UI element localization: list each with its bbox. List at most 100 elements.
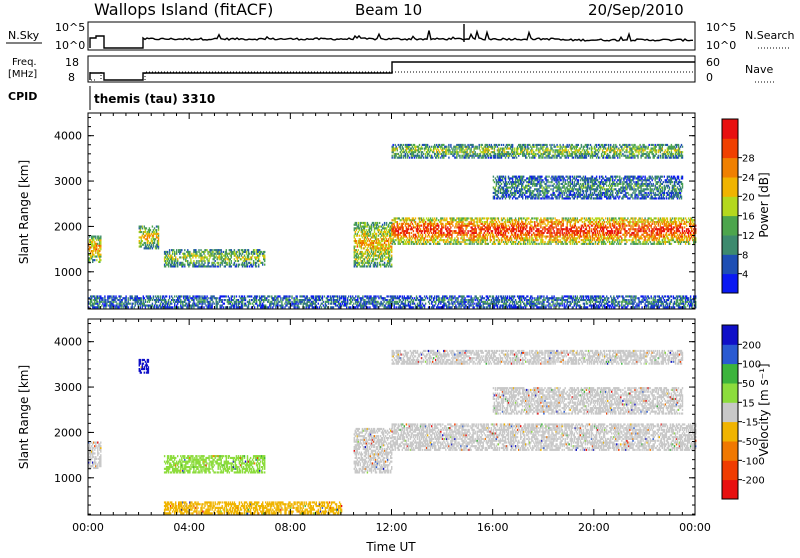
heatmap-cell — [148, 240, 149, 242]
heatmap-cell — [537, 239, 538, 241]
heatmap-cell — [563, 144, 564, 146]
heatmap-cell — [244, 262, 245, 264]
heatmap-cell — [511, 232, 512, 234]
heatmap-cell — [588, 144, 589, 146]
heatmap-cell — [613, 234, 614, 236]
heatmap-cell — [519, 225, 520, 227]
heatmap-cell — [531, 225, 532, 227]
heatmap-cell — [606, 239, 607, 241]
heatmap-cell — [546, 157, 547, 159]
heatmap-cell — [229, 262, 230, 264]
heatmap-cell — [258, 265, 259, 267]
heatmap-cell — [635, 241, 636, 243]
heatmap-cell — [441, 230, 442, 232]
heatmap-cell — [404, 232, 405, 234]
heatmap-cell — [645, 230, 646, 232]
heatmap-cell — [259, 260, 260, 262]
heatmap-cell — [357, 253, 358, 255]
heatmap-cell — [549, 226, 550, 228]
heatmap-cell — [376, 249, 377, 251]
heatmap-cell — [441, 219, 442, 221]
heatmap-cell — [676, 217, 677, 219]
heatmap-cell — [449, 228, 450, 230]
heatmap-cell — [539, 236, 540, 238]
heatmap-cell — [536, 149, 537, 151]
heatmap-cell — [490, 241, 491, 243]
heatmap-cell — [380, 233, 381, 235]
heatmap-cell — [423, 157, 424, 159]
heatmap-cell — [584, 234, 585, 236]
heatmap-cell — [367, 258, 368, 260]
heatmap-cell — [368, 264, 369, 266]
heatmap-cell — [681, 217, 682, 219]
heatmap-cell — [99, 261, 100, 263]
heatmap-cell — [501, 232, 502, 234]
heatmap-cell — [153, 236, 154, 238]
heatmap-cell — [674, 226, 675, 228]
heatmap-cell — [462, 230, 463, 232]
heatmap-cell — [409, 157, 410, 159]
heatmap-cell — [588, 151, 589, 153]
heatmap-cell — [668, 221, 669, 223]
heatmap-cell — [397, 223, 398, 225]
heatmap-cell — [457, 151, 458, 153]
heatmap-cell — [196, 262, 197, 264]
heatmap-cell — [433, 151, 434, 153]
heatmap-cell — [455, 230, 456, 232]
heatmap-cell — [533, 226, 534, 228]
heatmap-cell — [515, 234, 516, 236]
heatmap-cell — [442, 217, 443, 219]
heatmap-cell — [671, 219, 672, 221]
heatmap-cell — [408, 223, 409, 225]
heatmap-cell — [486, 234, 487, 236]
heatmap-cell — [391, 258, 392, 260]
heatmap-cell — [482, 243, 483, 245]
heatmap-cell — [671, 243, 672, 245]
heatmap-cell — [475, 226, 476, 228]
heatmap-cell — [473, 237, 474, 239]
heatmap-cell — [596, 228, 597, 230]
freq-panel: Freq. [MHz] 18 8 60 0 Nave — [8, 56, 775, 84]
heatmap-cell — [215, 265, 216, 267]
heatmap-cell — [492, 225, 493, 227]
heatmap-cell — [567, 234, 568, 236]
heatmap-cell — [96, 246, 97, 248]
heatmap-cell — [394, 225, 395, 227]
heatmap-cell — [391, 255, 392, 257]
heatmap-cell — [562, 230, 563, 232]
heatmap-cell — [438, 241, 439, 243]
heatmap-cell — [645, 243, 646, 245]
heatmap-cell — [476, 241, 477, 243]
heatmap-cell — [98, 236, 99, 238]
heatmap-cell — [586, 226, 587, 228]
heatmap-cell — [193, 260, 194, 262]
heatmap-cell — [543, 219, 544, 221]
heatmap-cell — [539, 157, 540, 159]
heatmap-cell — [608, 226, 609, 228]
heatmap-cell — [656, 223, 657, 225]
heatmap-cell — [490, 228, 491, 230]
heatmap-cell — [651, 217, 652, 219]
heatmap-cell — [568, 157, 569, 159]
heatmap-cell — [257, 253, 258, 255]
heatmap-cell — [510, 148, 511, 150]
heatmap-cell — [524, 241, 525, 243]
heatmap-cell — [446, 219, 447, 221]
heatmap-cell — [158, 236, 159, 238]
heatmap-cell — [636, 221, 637, 223]
heatmap-cell — [100, 239, 101, 241]
heatmap-cell — [433, 219, 434, 221]
heatmap-cell — [461, 237, 462, 239]
heatmap-cell — [395, 232, 396, 234]
heatmap-cell — [599, 241, 600, 243]
heatmap-cell — [420, 228, 421, 230]
noise-right-tick-high: 10^5 — [706, 21, 736, 34]
heatmap-cell — [563, 221, 564, 223]
heatmap-cell — [184, 265, 185, 267]
heatmap-cell — [417, 230, 418, 232]
heatmap-cell — [685, 232, 686, 234]
heatmap-cell — [534, 146, 535, 148]
heatmap-cell — [495, 243, 496, 245]
heatmap-cell — [149, 236, 150, 238]
heatmap-cell — [471, 226, 472, 228]
